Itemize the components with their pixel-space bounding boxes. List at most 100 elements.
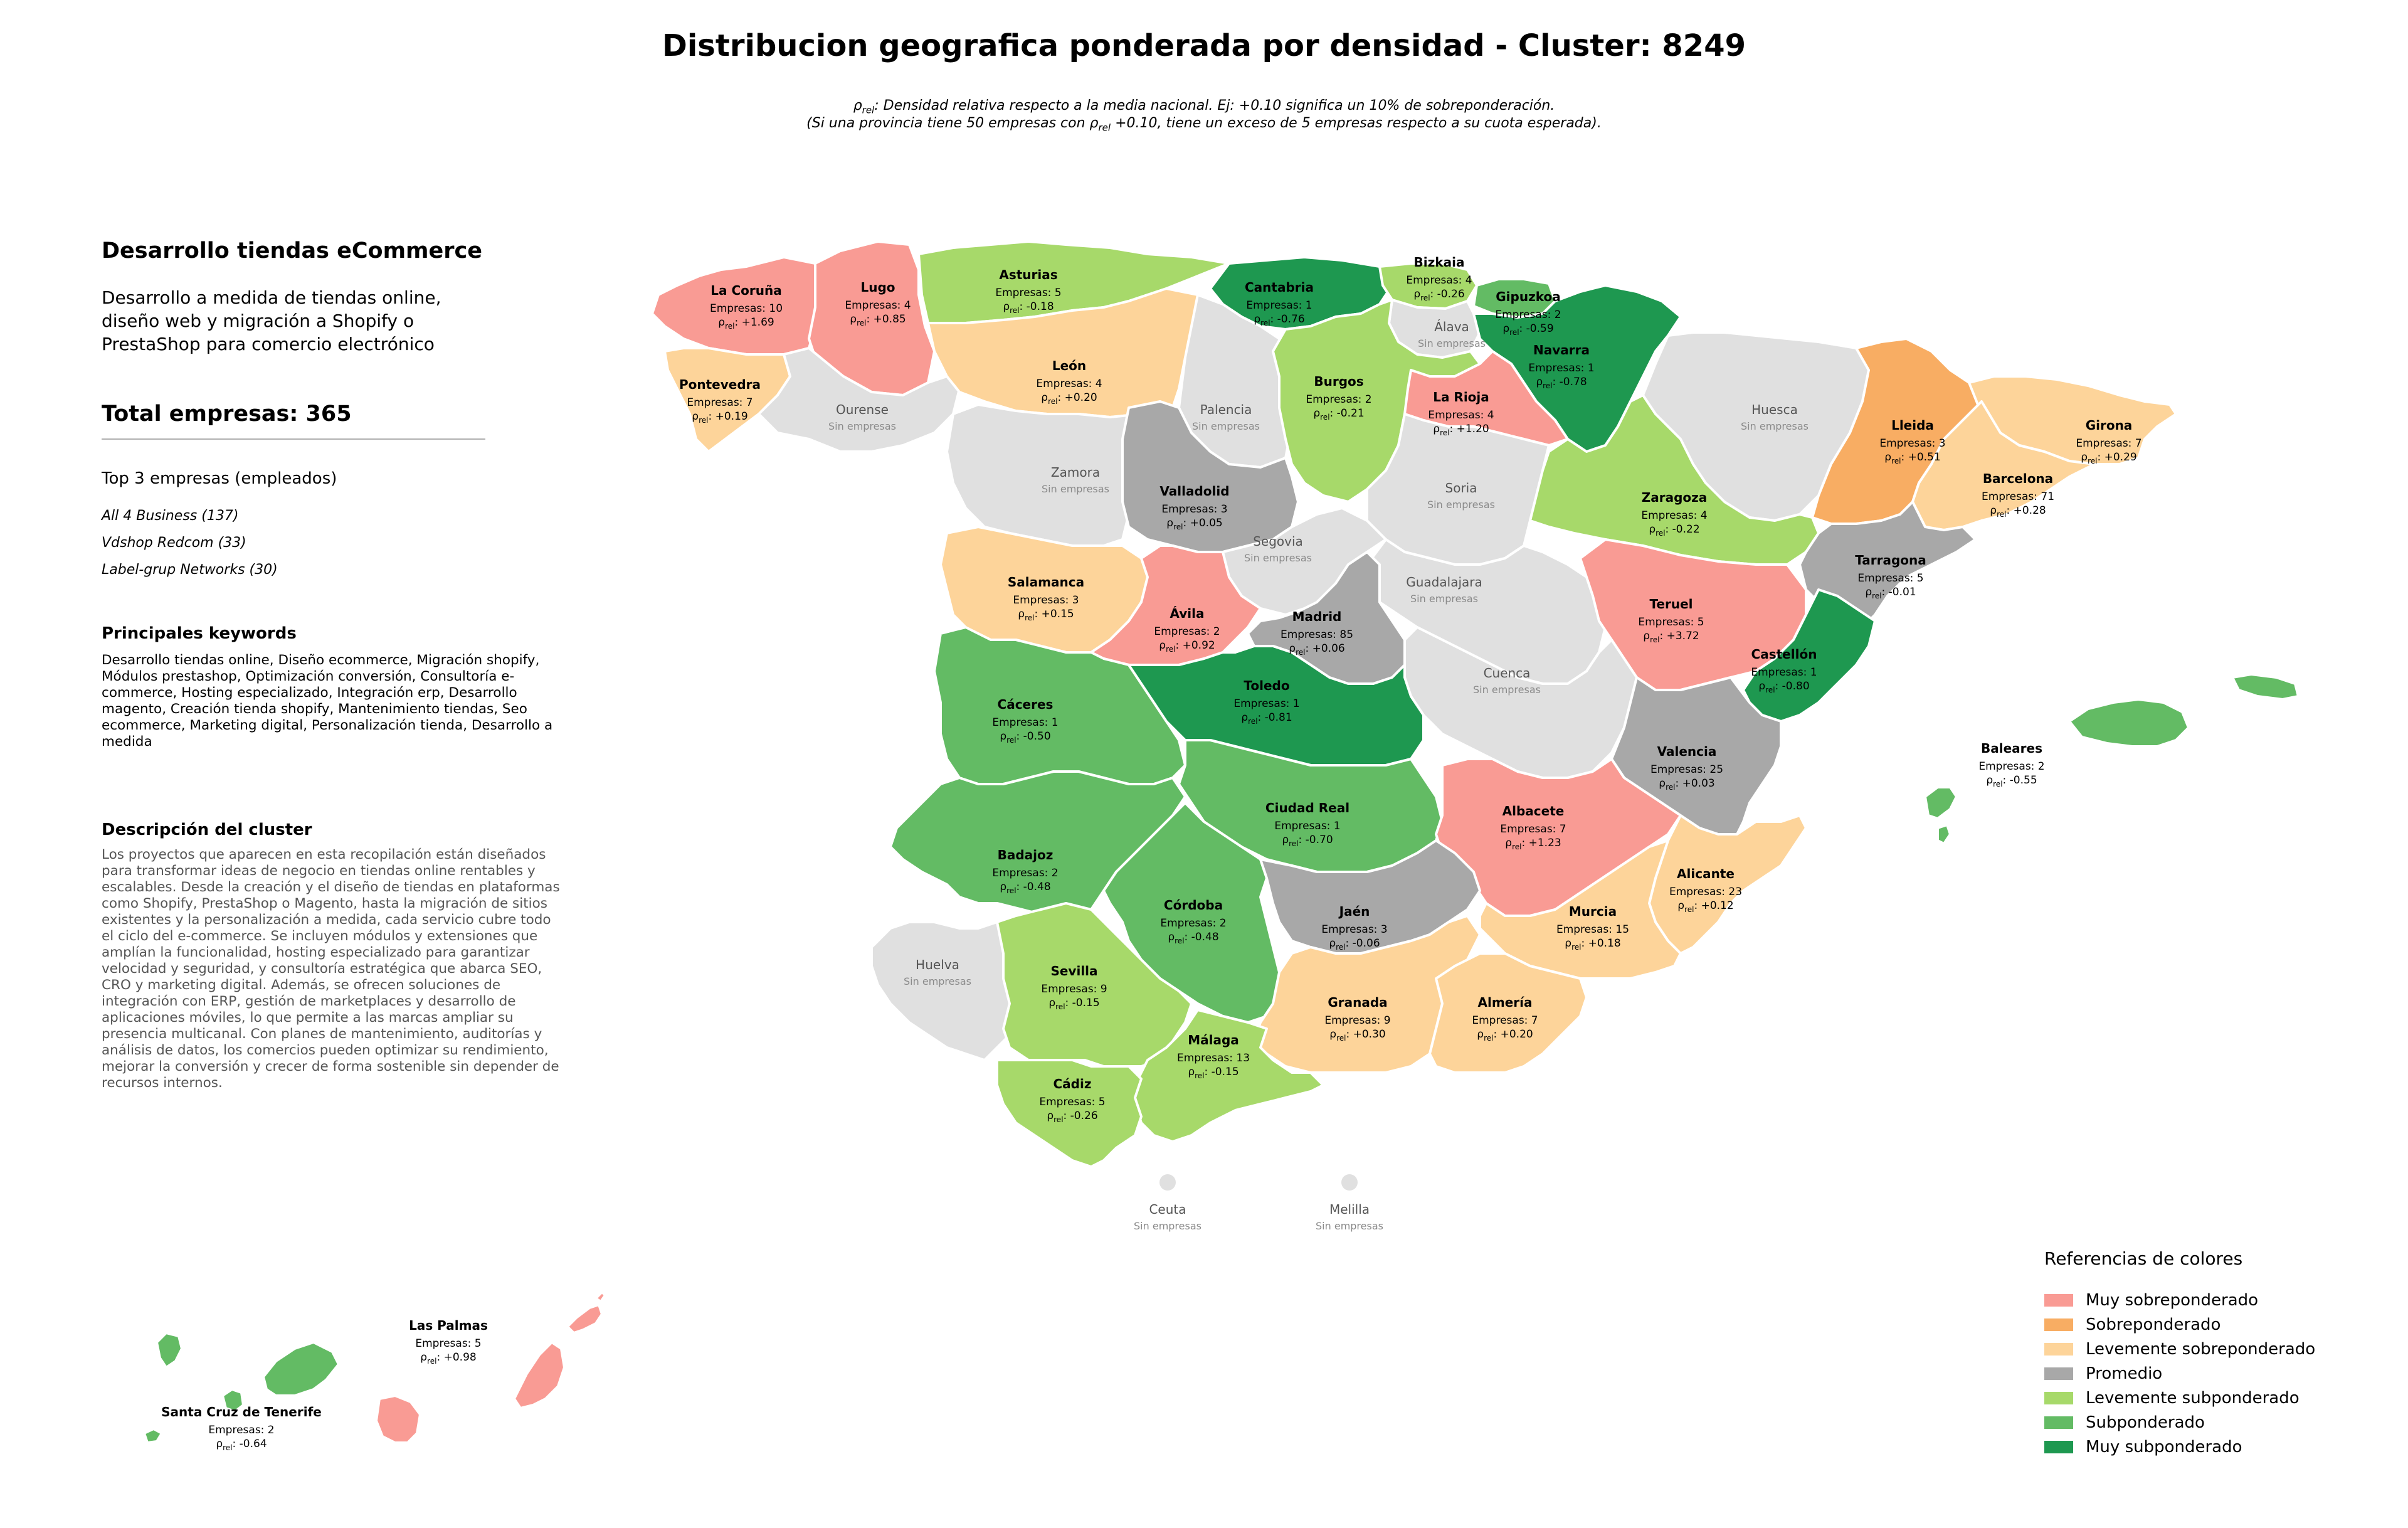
province-cadiz[interactable] xyxy=(996,1059,1143,1168)
province-alicante[interactable] xyxy=(1648,814,1807,955)
province-name-alicante: Alicante xyxy=(1677,866,1735,881)
legend-item: Subponderado xyxy=(2044,1410,2315,1435)
province-zaragoza[interactable] xyxy=(1529,394,1820,566)
island-baleares[interactable] xyxy=(2068,698,2190,748)
province-nodata-huelva: Sin empresas xyxy=(904,975,971,987)
legend-label: Levemente sobreponderado xyxy=(2086,1339,2316,1359)
legend-item: Levemente sobreponderado xyxy=(2044,1337,2315,1361)
keywords-title: Principales keywords xyxy=(102,624,297,643)
province-name-cantabria: Cantabria xyxy=(1245,280,1314,295)
island-las-palmas[interactable] xyxy=(513,1341,566,1409)
province-count-madrid: Empresas: 85 xyxy=(1281,629,1353,641)
island-las-palmas[interactable] xyxy=(594,1291,606,1303)
island-santa-cruz-de-tenerife[interactable] xyxy=(221,1388,245,1413)
province-name-valencia: Valencia xyxy=(1657,744,1717,759)
province-nodata-palencia: Sin empresas xyxy=(1192,420,1260,432)
province-ceuta-marker[interactable] xyxy=(1159,1174,1176,1191)
legend-title: Referencias de colores xyxy=(2044,1248,2243,1269)
map-title: Distribucion geografica ponderada por de… xyxy=(662,28,1746,63)
province-malaga[interactable] xyxy=(1134,1009,1324,1143)
province-name-la-coruna: La Coruña xyxy=(710,283,781,298)
legend-item: Muy sobreponderado xyxy=(2044,1288,2315,1312)
province-name-salamanca: Salamanca xyxy=(1008,575,1084,590)
province-count-albacete: Empresas: 7 xyxy=(1500,823,1566,836)
province-count-caceres: Empresas: 1 xyxy=(992,716,1058,729)
province-name-bizkaia: Bizkaia xyxy=(1414,255,1465,270)
legend-swatch xyxy=(2044,1391,2073,1404)
province-nodata-cuenca: Sin empresas xyxy=(1473,684,1541,696)
province-nodata-ourense: Sin empresas xyxy=(828,420,896,432)
province-leon[interactable] xyxy=(927,287,1199,418)
legend-label: Sobreponderado xyxy=(2086,1315,2221,1334)
province-huelva[interactable] xyxy=(870,921,1017,1061)
island-baleares[interactable] xyxy=(1936,824,1951,845)
legend-item: Promedio xyxy=(2044,1361,2315,1386)
province-jaen[interactable] xyxy=(1259,839,1481,955)
legend-label: Subponderado xyxy=(2086,1413,2205,1432)
province-name-ceuta: Ceuta xyxy=(1149,1202,1186,1217)
legend-swatch xyxy=(2044,1367,2073,1380)
legend-swatch xyxy=(2044,1416,2073,1429)
top-company-3: Label-grup Networks (30) xyxy=(102,562,278,578)
province-name-guadalajara: Guadalajara xyxy=(1406,575,1482,590)
top-company-1: All 4 Business (137) xyxy=(102,508,239,524)
province-rho-teruel: ρrel: +3.72 xyxy=(1643,630,1699,644)
province-count-teruel: Empresas: 5 xyxy=(1638,616,1704,629)
province-ourense[interactable] xyxy=(758,347,961,453)
province-count-las-palmas: Empresas: 5 xyxy=(415,1337,481,1350)
legend-swatch xyxy=(2044,1293,2073,1307)
province-name-valladolid: Valladolid xyxy=(1159,484,1229,499)
province-name-palencia: Palencia xyxy=(1200,402,1252,417)
province-name-lleida: Lleida xyxy=(1891,418,1934,433)
province-count-sevilla: Empresas: 9 xyxy=(1041,983,1107,995)
province-name-leon: León xyxy=(1052,358,1086,373)
province-name-las-palmas: Las Palmas xyxy=(409,1318,488,1333)
province-tarragona[interactable] xyxy=(1798,501,1977,629)
province-count-leon: Empresas: 4 xyxy=(1036,378,1102,390)
island-santa-cruz-de-tenerife[interactable] xyxy=(262,1341,340,1397)
province-count-jaen: Empresas: 3 xyxy=(1321,923,1387,936)
province-count-cantabria: Empresas: 1 xyxy=(1246,299,1312,312)
province-name-zaragoza: Zaragoza xyxy=(1642,490,1708,505)
province-nodata-zamora: Sin empresas xyxy=(1042,483,1109,495)
province-count-gipuzkoa: Empresas: 2 xyxy=(1495,309,1561,321)
province-count-malaga: Empresas: 13 xyxy=(1177,1052,1250,1064)
cluster-summary: Desarrollo a medida de tiendas online, d… xyxy=(102,287,441,354)
province-barcelona[interactable] xyxy=(1911,400,2096,531)
province-name-murcia: Murcia xyxy=(1569,904,1617,919)
province-count-granada: Empresas: 9 xyxy=(1324,1014,1390,1027)
island-baleares[interactable] xyxy=(1924,786,1958,820)
island-baleares[interactable] xyxy=(2231,673,2300,701)
province-name-albacete: Albacete xyxy=(1502,804,1565,819)
province-count-lugo: Empresas: 4 xyxy=(845,299,911,312)
island-las-palmas[interactable] xyxy=(375,1394,421,1444)
province-nodata-ceuta: Sin empresas xyxy=(1134,1220,1201,1232)
province-count-salamanca: Empresas: 3 xyxy=(1013,594,1079,607)
province-name-baleares: Baleares xyxy=(1981,741,2042,756)
province-count-alicante: Empresas: 23 xyxy=(1669,886,1742,898)
province-nodata-soria: Sin empresas xyxy=(1427,499,1495,511)
province-nodata-segovia: Sin empresas xyxy=(1244,552,1312,564)
province-melilla-marker[interactable] xyxy=(1341,1174,1358,1191)
province-count-burgos: Empresas: 2 xyxy=(1306,393,1371,406)
island-santa-cruz-de-tenerife[interactable] xyxy=(156,1332,183,1369)
province-rho-baleares: ρrel: -0.55 xyxy=(1986,774,2037,788)
province-name-malaga: Málaga xyxy=(1188,1032,1239,1048)
province-name-gipuzkoa: Gipuzkoa xyxy=(1496,289,1560,304)
province-zamora[interactable] xyxy=(946,403,1149,547)
province-lugo[interactable] xyxy=(808,240,936,396)
province-count-baleares: Empresas: 2 xyxy=(1978,760,2044,773)
island-santa-cruz-de-tenerife[interactable] xyxy=(143,1428,163,1444)
top-companies-title: Top 3 empresas (empleados) xyxy=(102,469,337,488)
divider xyxy=(102,438,485,440)
province-name-badajoz: Badajoz xyxy=(998,847,1054,862)
province-name-melilla: Melilla xyxy=(1329,1202,1370,1217)
province-nodata-guadalajara: Sin empresas xyxy=(1410,593,1478,605)
island-las-palmas[interactable] xyxy=(566,1303,603,1334)
province-rho-lugo: ρrel: +0.85 xyxy=(850,313,906,327)
province-count-pontevedra: Empresas: 7 xyxy=(687,396,752,409)
province-name-navarra: Navarra xyxy=(1533,342,1590,358)
province-almeria[interactable] xyxy=(1428,952,1588,1074)
province-rho-caceres: ρrel: -0.50 xyxy=(1000,730,1050,745)
province-name-teruel: Teruel xyxy=(1649,597,1692,612)
